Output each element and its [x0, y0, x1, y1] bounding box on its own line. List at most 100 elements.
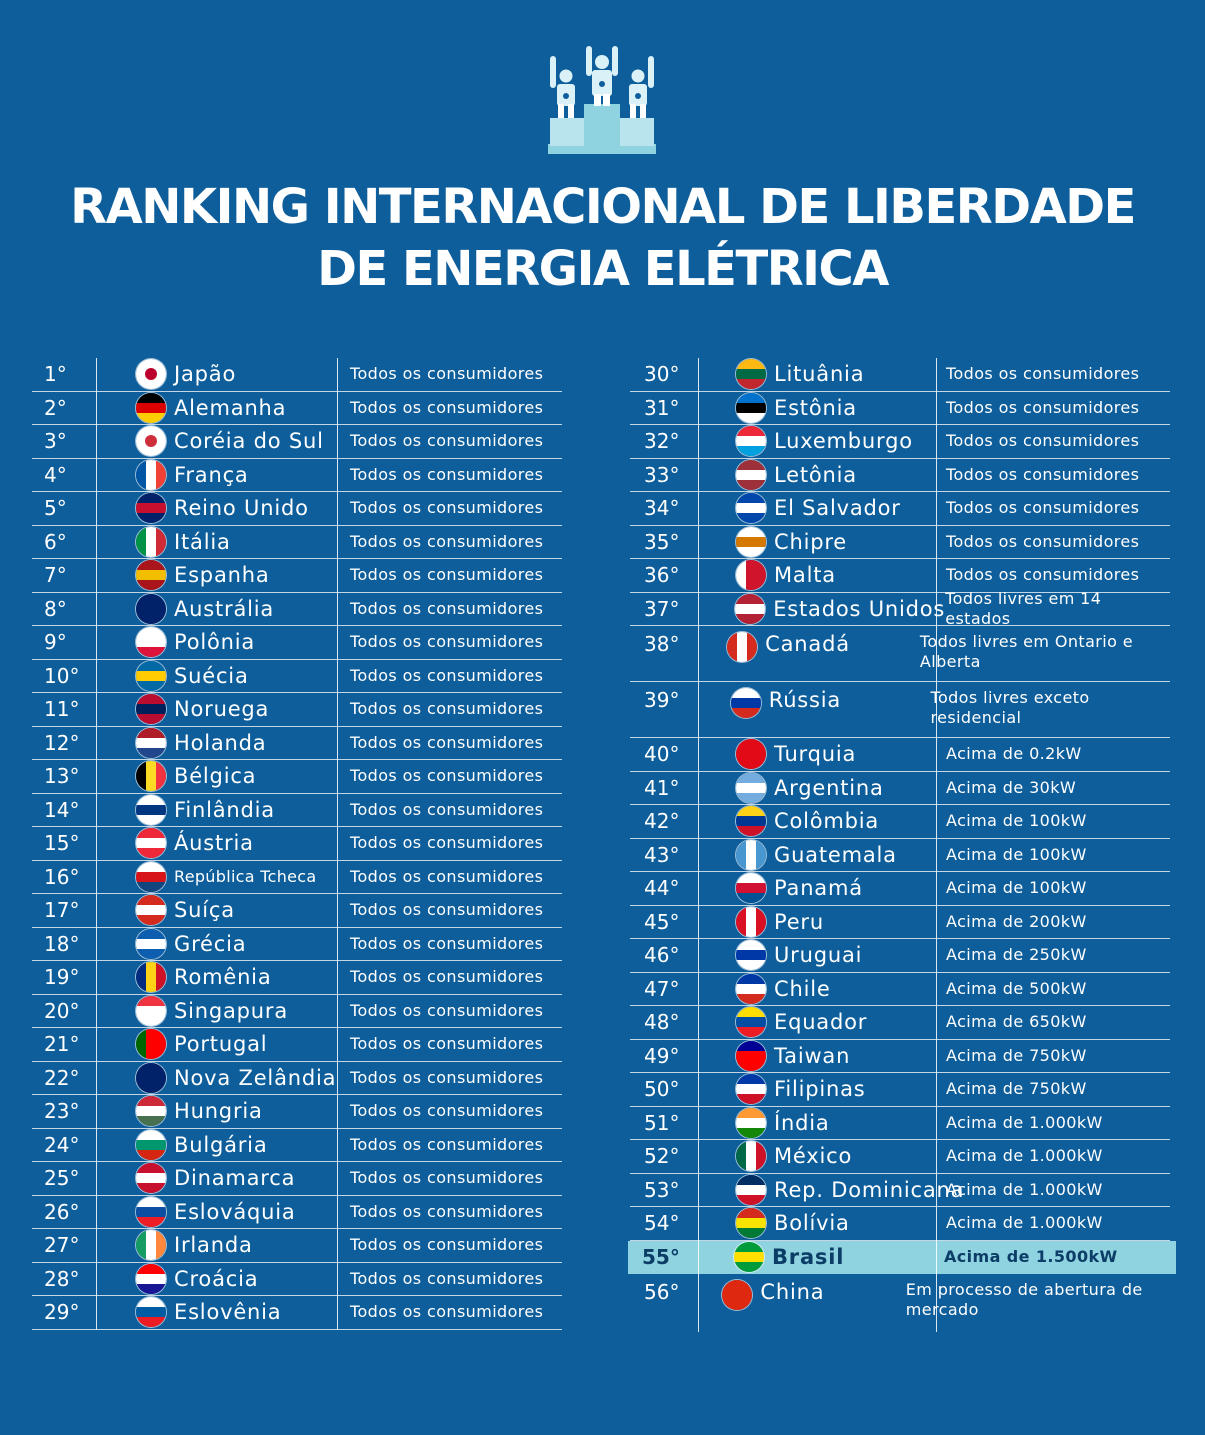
ranking-table-right: 30° Lituânia Todos os consumidores 31° Estôn…	[628, 358, 1176, 1332]
country-name: Canadá	[765, 632, 850, 656]
ranking-table-left: 1° Japão Todos os consumidores 2° Alemanha To…	[32, 358, 562, 1330]
country-name: Peru	[774, 909, 824, 934]
country-name: República Tcheca	[174, 867, 317, 887]
table-row: 56° China Em processo de abertura de merca…	[630, 1274, 1170, 1332]
table-row: 40° Turquia Acima de 0.2kW	[630, 738, 1170, 772]
market-status: Todos os consumidores	[350, 833, 544, 853]
table-row: 6° Itália Todos os consumidores	[32, 526, 562, 559]
market-status: Todos os consumidores	[350, 431, 544, 451]
rank-label: 32°	[644, 429, 680, 454]
country-flag-icon	[735, 593, 766, 624]
market-status: Todos os consumidores	[350, 498, 544, 518]
country-name: Japão	[174, 362, 237, 387]
table-row: 39° Rússia Todos livres exceto residencial	[630, 682, 1170, 738]
rank-label: 10°	[44, 663, 80, 688]
market-status: Todos os consumidores	[350, 1000, 544, 1020]
table-row: 51° Índia Acima de 1.000kW	[630, 1107, 1170, 1140]
country-flag-icon	[736, 560, 766, 591]
rank-label: 48°	[644, 1010, 680, 1035]
rank-label: 35°	[644, 529, 680, 554]
country-name: França	[174, 462, 249, 487]
country-flag-icon	[736, 493, 766, 524]
country-flag-icon	[136, 459, 166, 490]
country-name: Rep. Dominicana	[774, 1177, 965, 1202]
rank-label: 46°	[644, 943, 680, 968]
country-flag-icon	[136, 526, 166, 557]
country-flag-icon	[736, 873, 766, 904]
country-name: Luxemburgo	[774, 429, 913, 454]
market-status: Todos os consumidores	[350, 1101, 544, 1121]
country-flag-icon	[736, 906, 766, 937]
country-flag-icon	[736, 392, 766, 423]
market-status: Acima de 750kW	[946, 1079, 1087, 1099]
rank-label: 17°	[44, 898, 80, 923]
country-flag-icon	[736, 1141, 766, 1172]
country-flag-icon	[136, 627, 166, 658]
table-row: 49° Taiwan Acima de 750kW	[630, 1040, 1170, 1073]
market-status: Todos os consumidores	[350, 598, 544, 618]
country-name: Bolívia	[774, 1211, 850, 1236]
rank-label: 54°	[644, 1211, 680, 1236]
market-status: Todos os consumidores	[350, 1235, 544, 1255]
rank-label: 13°	[44, 764, 80, 789]
table-row: 31° Estônia Todos os consumidores	[630, 392, 1170, 425]
market-status: Acima de 30kW	[946, 777, 1077, 797]
country-flag-icon	[136, 1297, 166, 1328]
market-status: Todos os consumidores	[350, 1034, 544, 1054]
rank-label: 30°	[644, 362, 680, 387]
rank-label: 49°	[644, 1043, 680, 1068]
table-row: 34° El Salvador Todos os consumidores	[630, 492, 1170, 526]
country-flag-icon	[736, 359, 766, 390]
country-name: Eslováquia	[174, 1199, 296, 1224]
table-row: 41° Argentina Acima de 30kW	[630, 772, 1170, 805]
rank-label: 21°	[44, 1032, 80, 1057]
rank-label: 51°	[644, 1110, 680, 1135]
country-flag-icon	[736, 459, 766, 490]
table-row: 33° Letônia Todos os consumidores	[630, 459, 1170, 492]
country-flag-icon	[136, 560, 166, 591]
rank-label: 6°	[44, 529, 67, 554]
market-status: Todos os consumidores	[350, 699, 544, 719]
country-name: Austrália	[174, 596, 275, 621]
table-row: 45° Peru Acima de 200kW	[630, 906, 1170, 939]
rank-label: 15°	[44, 831, 80, 856]
rank-label: 44°	[644, 876, 680, 901]
country-name: Uruguai	[774, 943, 863, 968]
country-name: Estados Unidos	[773, 596, 946, 621]
table-row: 8° Austrália Todos os consumidores	[32, 593, 562, 626]
country-flag-icon	[136, 493, 166, 524]
country-name: Colômbia	[774, 809, 880, 834]
rank-label: 53°	[644, 1177, 680, 1202]
rank-label: 39°	[644, 688, 680, 712]
country-flag-icon	[136, 962, 166, 993]
market-status: Todos livres em 14 estados	[945, 588, 1102, 628]
market-status: Acima de 100kW	[946, 811, 1087, 831]
market-status: Todos os consumidores	[946, 531, 1140, 551]
table-row: 14° Finlândia Todos os consumidores	[32, 794, 562, 827]
country-flag-icon	[136, 1129, 166, 1160]
market-status: Acima de 250kW	[946, 945, 1087, 965]
rank-label: 7°	[44, 563, 67, 588]
title-line-1: RANKING INTERNACIONAL DE LIBERDADE	[70, 179, 1136, 235]
country-flag-icon	[136, 895, 166, 926]
country-flag-icon	[736, 1174, 766, 1205]
market-status: Todos os consumidores	[350, 397, 544, 417]
table-row: 7° Espanha Todos os consumidores	[32, 559, 562, 593]
rank-label: 18°	[44, 931, 80, 956]
market-status: Todos os consumidores	[350, 1268, 544, 1288]
country-name: Nova Zelândia	[174, 1065, 337, 1090]
table-row: 17° Suíça Todos os consumidores	[32, 894, 562, 928]
country-flag-icon	[136, 761, 166, 792]
country-name: Portugal	[174, 1032, 268, 1057]
market-status: Todos os consumidores	[946, 498, 1140, 518]
market-status: Acima de 0.2kW	[946, 744, 1082, 764]
rank-label: 41°	[644, 775, 680, 800]
country-name: Grécia	[174, 931, 247, 956]
country-flag-icon	[736, 772, 766, 803]
country-name: Guatemala	[774, 842, 897, 867]
table-row: 2° Alemanha Todos os consumidores	[32, 392, 562, 425]
market-status: Acima de 1.500kW	[944, 1247, 1118, 1267]
market-status: Todos livres em Ontario e Alberta	[919, 632, 1134, 671]
market-status: Todos os consumidores	[350, 464, 544, 484]
table-row: 21° Portugal Todos os consumidores	[32, 1028, 562, 1062]
